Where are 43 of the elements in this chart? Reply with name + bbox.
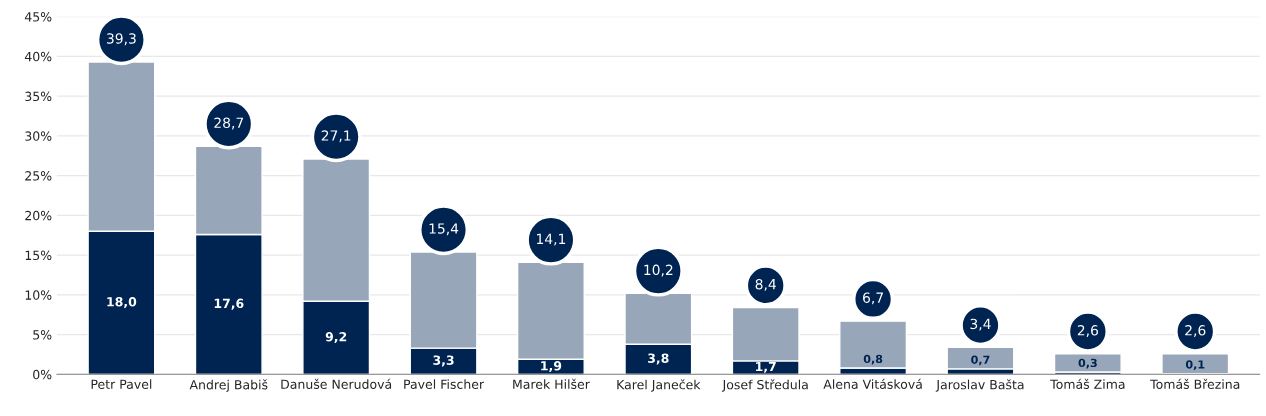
x-tick-label: Karel Janeček <box>617 379 701 392</box>
data-label: 1,9 <box>541 361 562 373</box>
data-label: 18,0 <box>107 297 137 309</box>
y-tick-label: 0% <box>33 369 52 380</box>
data-label: 1,7 <box>756 361 776 373</box>
x-tick-label: Josef Středula <box>721 379 808 392</box>
y-tick-label: 5% <box>33 330 52 340</box>
total-label: 27,1 <box>321 130 351 143</box>
data-label: 3,8 <box>648 353 669 365</box>
data-label: 0,1 <box>1185 360 1205 371</box>
x-tick-label: Tomáš Březina <box>1150 378 1240 389</box>
x-tick-label: Pavel Fischer <box>404 379 485 389</box>
data-label: 0,7 <box>971 355 990 366</box>
data-label: 17,6 <box>214 298 244 310</box>
x-tick-label: Alena Vitásková <box>823 378 922 389</box>
total-label: 15,4 <box>429 223 459 236</box>
x-tick-label: Andrej Babiš <box>189 379 268 392</box>
total-label: 6,7 <box>863 292 883 305</box>
x-tick-label: Danuše Nerudová <box>281 378 392 389</box>
data-label: 9,2 <box>325 332 347 344</box>
total-label: 28,7 <box>214 117 244 130</box>
y-tick-label: 35% <box>25 91 52 102</box>
y-tick-label: 30% <box>25 131 52 141</box>
data-label: 0,3 <box>1078 358 1097 369</box>
total-label: 39,3 <box>107 33 136 46</box>
x-tick-label: Tomáš Zima <box>1050 378 1125 389</box>
y-tick-label: 20% <box>25 210 52 221</box>
x-tick-label: Jaroslav Bašta <box>935 379 1024 392</box>
x-tick-label: Marek Hilšer <box>513 378 590 389</box>
y-tick-label: 40% <box>24 51 52 62</box>
x-tick-label: Petr Pavel <box>91 379 152 389</box>
total-label: 8,4 <box>755 278 776 291</box>
data-label: 3,3 <box>433 355 454 367</box>
total-label: 2,6 <box>1185 325 1206 337</box>
y-tick-label: 10% <box>25 290 52 300</box>
total-label: 14,1 <box>537 233 566 246</box>
total-label: 10,2 <box>644 264 673 277</box>
y-tick-label: 25% <box>25 171 52 181</box>
data-label: 0,8 <box>863 354 883 365</box>
y-tick-label: 45% <box>24 12 52 22</box>
total-label: 2,6 <box>1077 325 1099 337</box>
total-label: 3,4 <box>970 318 991 331</box>
y-tick-label: 15% <box>25 250 52 261</box>
